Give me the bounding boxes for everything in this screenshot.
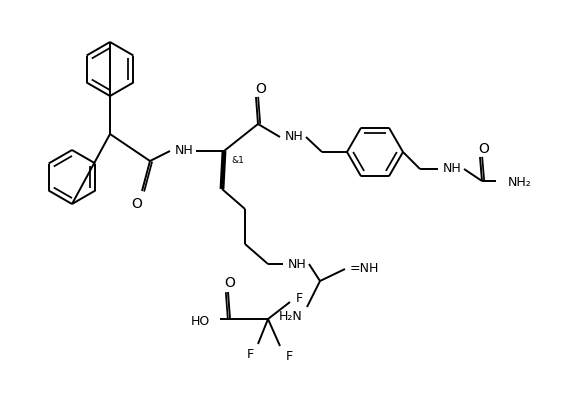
Text: HO: HO — [191, 315, 210, 328]
Text: H₂N: H₂N — [279, 310, 303, 323]
Text: NH: NH — [285, 130, 303, 143]
Text: NH₂: NH₂ — [508, 176, 532, 189]
Text: F: F — [246, 348, 254, 360]
Text: O: O — [255, 82, 267, 96]
Text: NH: NH — [175, 144, 193, 157]
Text: NH: NH — [288, 257, 306, 270]
Text: F: F — [296, 292, 303, 305]
Text: NH: NH — [443, 162, 462, 175]
Text: O: O — [225, 275, 236, 289]
Text: O: O — [132, 196, 143, 211]
Text: F: F — [286, 350, 293, 363]
Text: O: O — [478, 142, 489, 156]
Text: =NH: =NH — [349, 262, 379, 275]
Text: &1: &1 — [231, 156, 244, 165]
